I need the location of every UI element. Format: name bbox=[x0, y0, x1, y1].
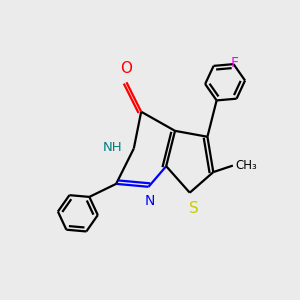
Text: NH: NH bbox=[103, 141, 123, 154]
Text: CH₃: CH₃ bbox=[235, 159, 257, 172]
Text: F: F bbox=[230, 56, 238, 70]
Text: S: S bbox=[189, 201, 199, 216]
Text: O: O bbox=[120, 61, 132, 76]
Text: N: N bbox=[145, 194, 155, 208]
